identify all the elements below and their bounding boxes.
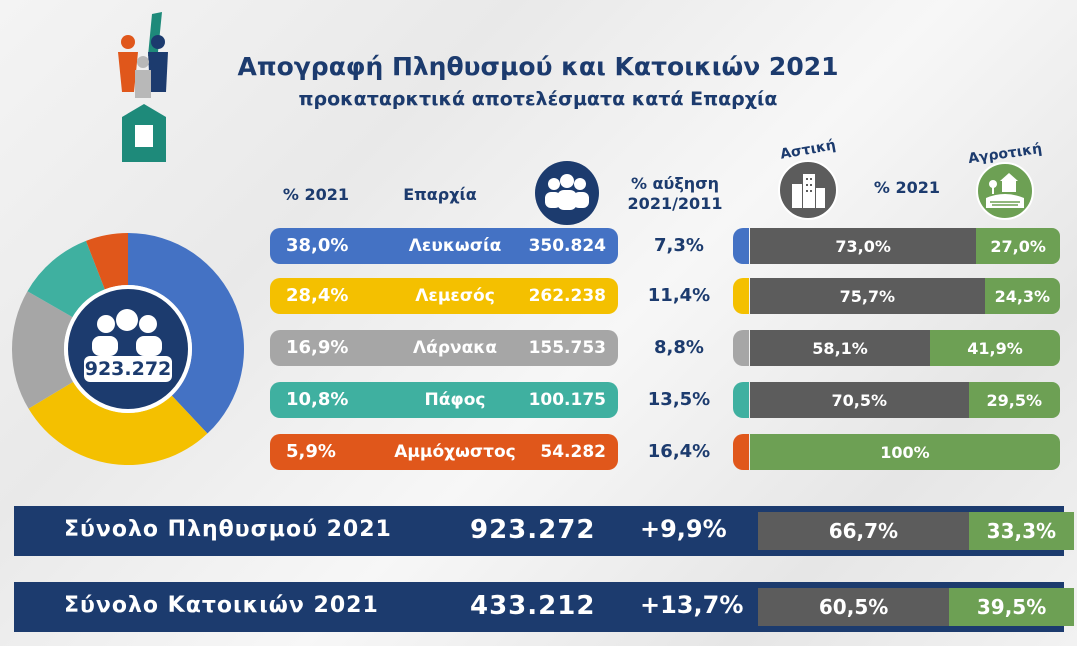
district-growth: 7,3%: [654, 235, 704, 256]
rural-share: 24,3%: [984, 278, 1060, 314]
district-color-tab: [733, 228, 749, 264]
district-population: 350.824: [528, 236, 606, 256]
total-label: Σύνολο Κατοικιών 2021: [64, 593, 379, 618]
rural-share: 27,0%: [976, 228, 1060, 264]
donut-center-value: 923.272: [84, 356, 172, 382]
urban-share: 70,5%: [750, 382, 969, 418]
column-pct-2021: % 2021: [282, 185, 350, 204]
donut-slice: [28, 381, 208, 465]
district-color-tab: [733, 278, 749, 314]
district-name: Πάφος: [424, 390, 486, 410]
urban-share: 75,7%: [750, 278, 985, 314]
total-value: 923.272: [470, 515, 596, 545]
census-logo: [118, 12, 168, 162]
urban-rural-bar: 75,7% 24,3%: [750, 278, 1060, 314]
district-pct: 10,8%: [286, 389, 349, 410]
page-title: Απογραφή Πληθυσμού και Κατοικιών 2021: [237, 52, 839, 81]
district-row: 5,9% Αμμόχωστος 54.282: [270, 434, 618, 470]
district-name: Λάρνακα: [412, 338, 498, 358]
total-urban-rural-bar: 66,7% 33,3%: [758, 512, 1074, 550]
rural-share: 41,9%: [930, 330, 1060, 366]
donut-slice: [11, 291, 74, 409]
column-growth-line1: % αύξηση: [630, 174, 720, 193]
column-growth-line2: 2021/2011: [627, 194, 723, 213]
total-dwellings-band: Σύνολο Κατοικιών 2021 433.212 +13,7% 60,5% 3…: [14, 582, 1074, 632]
column-growth: % αύξηση 2021/2011: [620, 174, 730, 214]
total-growth: +13,7%: [640, 591, 744, 619]
district-name: Λευκωσία: [408, 236, 502, 256]
total-urban-share: 66,7%: [758, 512, 969, 550]
total-label: Σύνολο Πληθυσμού 2021: [64, 517, 392, 542]
district-row: 10,8% Πάφος 100.175: [270, 382, 618, 418]
district-pct: 5,9%: [286, 441, 336, 462]
total-urban-rural-bar: 60,5% 39,5%: [758, 588, 1074, 626]
district-row: 38,0% Λευκωσία 350.824: [270, 228, 618, 264]
rural-share: 29,5%: [968, 382, 1060, 418]
donut-slice: [85, 233, 128, 290]
district-population: 262.238: [528, 286, 606, 306]
district-color-tab: [733, 434, 749, 470]
urban-share: 58,1%: [750, 330, 931, 366]
population-icon: [535, 161, 599, 225]
district-population: 100.175: [528, 390, 606, 410]
city-buildings-icon: [778, 160, 838, 220]
district-population: 155.753: [528, 338, 606, 358]
district-pct: 16,9%: [286, 337, 349, 358]
urban-share: 73,0%: [750, 228, 977, 264]
population-donut-chart: [11, 233, 244, 465]
district-row: 16,9% Λάρνακα 155.753: [270, 330, 618, 366]
column-pct-2021-right: % 2021: [873, 178, 941, 197]
district-color-tab: [733, 382, 749, 418]
district-growth: 11,4%: [647, 285, 711, 306]
urban-label: Αστική: [779, 137, 838, 163]
total-population-band: Σύνολο Πληθυσμού 2021 923.272 +9,9% 66,7% 33…: [14, 506, 1074, 556]
total-growth: +9,9%: [640, 515, 727, 543]
urban-rural-bar: 58,1% 41,9%: [750, 330, 1060, 366]
rural-share: 100%: [750, 434, 1060, 470]
donut-slice: [128, 233, 244, 434]
urban-rural-bar: 73,0% 27,0%: [750, 228, 1060, 264]
district-population: 54.282: [540, 442, 606, 462]
district-pct: 38,0%: [286, 235, 349, 256]
farm-icon: [976, 162, 1034, 220]
total-value: 433.212: [470, 591, 596, 621]
donut-slice: [27, 240, 105, 318]
district-growth: 8,8%: [654, 337, 704, 358]
urban-rural-bar: 70,5% 29,5%: [750, 382, 1060, 418]
district-name: Αμμόχωστος: [394, 442, 516, 462]
total-rural-share: 33,3%: [968, 512, 1074, 550]
urban-rural-bar: 100%: [750, 434, 1060, 470]
district-name: Λεμεσός: [415, 286, 495, 306]
district-growth: 13,5%: [647, 389, 711, 410]
district-growth: 16,4%: [647, 441, 711, 462]
total-urban-share: 60,5%: [758, 588, 950, 626]
district-pct: 28,4%: [286, 285, 349, 306]
donut-center-people-icon: [92, 309, 162, 356]
total-rural-share: 39,5%: [949, 588, 1074, 626]
district-row: 28,4% Λεμεσός 262.238: [270, 278, 618, 314]
column-district: Επαρχία: [403, 185, 477, 204]
district-color-tab: [733, 330, 749, 366]
page-subtitle: προκαταρκτικά αποτελέσματα κατά Επαρχία: [298, 88, 778, 110]
